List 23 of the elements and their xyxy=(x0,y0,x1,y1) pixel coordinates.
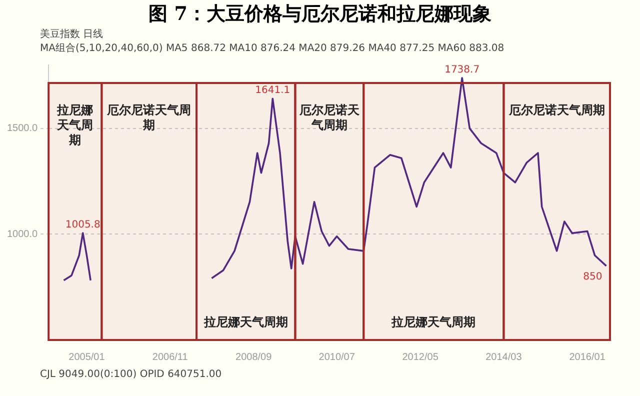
annotation: 1005.8 xyxy=(65,220,100,231)
x-tick-label: 2008/09 xyxy=(236,352,272,363)
x-tick-label: 2006/11 xyxy=(152,352,188,363)
text: MA组合(5,10,20,40,60,0) MA5 868.72 MA10 876.24 MA20 879.26 MA40 877.25 MA60 883.08 xyxy=(39,42,506,56)
text: 美豆指数 日线 xyxy=(39,28,104,42)
x-tick-label: 2014/03 xyxy=(486,352,522,363)
band-label: 厄尔尼诺天气周期 xyxy=(298,103,360,132)
y-tick-label: 1000.0 xyxy=(6,228,38,240)
text: CJL 9049.00(0:100) OPID 640751.00 xyxy=(39,368,223,382)
band-label: 厄尔尼诺天气周期 xyxy=(508,103,605,118)
x-tick-label: 2012/05 xyxy=(402,352,439,363)
band-label: 拉尼娜天气周期 xyxy=(202,315,288,330)
annotation: 850 xyxy=(583,272,602,283)
chart-title: 图 7：大豆价格与厄尔尼诺和拉尼娜现象 xyxy=(148,2,492,27)
annotation: 1738.7 xyxy=(444,64,480,76)
band-label: 厄尔尼诺天气周期 xyxy=(106,103,192,132)
x-tick-label: 2010/07 xyxy=(318,352,356,363)
annotation: 1641.1 xyxy=(255,85,290,96)
x-tick-label: 2005/01 xyxy=(68,352,106,363)
x-tick-label: 2016/01 xyxy=(569,352,606,363)
y-tick-label: 1500.0 xyxy=(6,123,38,134)
band-label: 拉尼娜天气周期 xyxy=(56,103,94,148)
band-label: 拉尼娜天气周期 xyxy=(390,315,476,330)
